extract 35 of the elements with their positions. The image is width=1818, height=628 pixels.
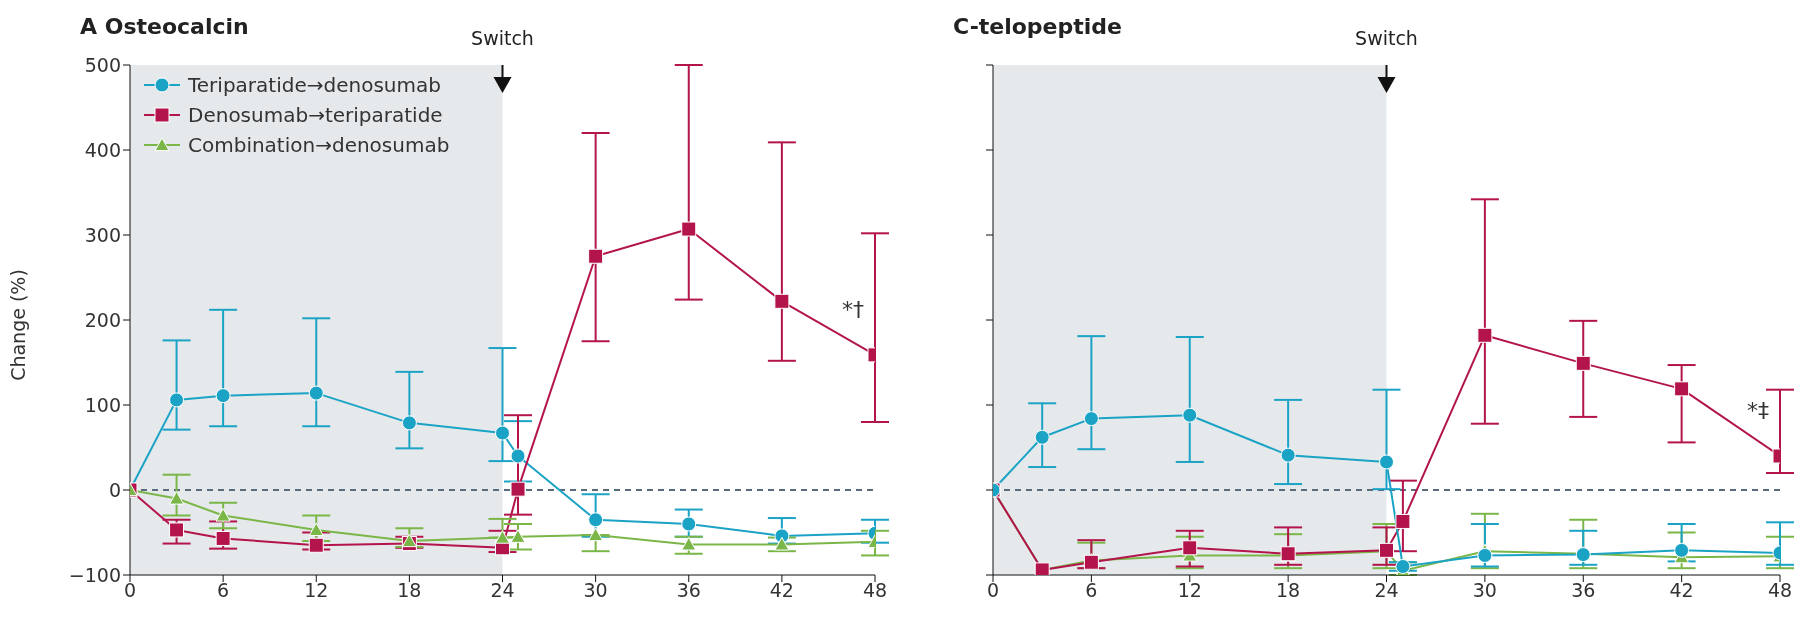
- y-tick-label: 200: [84, 308, 121, 331]
- x-tick-label: 18: [1276, 579, 1301, 602]
- x-tick-label: 12: [1177, 579, 1202, 602]
- x-tick-label: 0: [986, 579, 1000, 602]
- annotation: Switch: [1355, 27, 1418, 49]
- x-tick-label: 18: [397, 579, 422, 602]
- x-tick-label: 48: [1767, 579, 1793, 602]
- x-tick-label: 42: [769, 579, 794, 602]
- chart-title: A Osteocalcin: [80, 14, 249, 39]
- x-tick-label: 36: [1571, 579, 1596, 602]
- legend-label: Combination→denosumab: [188, 132, 450, 159]
- y-tick-label: 0: [108, 478, 121, 501]
- x-tick-label: 30: [583, 579, 608, 602]
- y-tick-label: 500: [84, 53, 121, 76]
- x-tick-label: 6: [1085, 579, 1098, 602]
- x-tick-label: 36: [676, 579, 701, 602]
- y-tick-label: 300: [84, 223, 121, 246]
- annotation: *‡: [1747, 398, 1769, 423]
- x-tick-label: 42: [1669, 579, 1694, 602]
- x-tick-label: 0: [123, 579, 137, 602]
- x-tick-label: 6: [217, 579, 230, 602]
- y-axis-title: Change (%): [7, 269, 29, 381]
- chart-title: C-telopeptide: [953, 14, 1123, 39]
- x-tick-label: 12: [304, 579, 329, 602]
- annotation: Switch: [471, 27, 534, 49]
- x-tick-label: 24: [490, 579, 515, 602]
- x-tick-label: 48: [862, 579, 888, 602]
- x-tick-label: 30: [1472, 579, 1497, 602]
- y-tick-label: −100: [68, 563, 121, 586]
- x-tick-label: 24: [1374, 579, 1399, 602]
- y-tick-label: 400: [84, 138, 121, 161]
- legend-label: Denosumab→teriparatide: [188, 102, 443, 129]
- y-tick-label: 100: [84, 393, 121, 416]
- annotation: *†: [842, 296, 864, 322]
- legend-label: Teriparatide→denosumab: [188, 72, 441, 99]
